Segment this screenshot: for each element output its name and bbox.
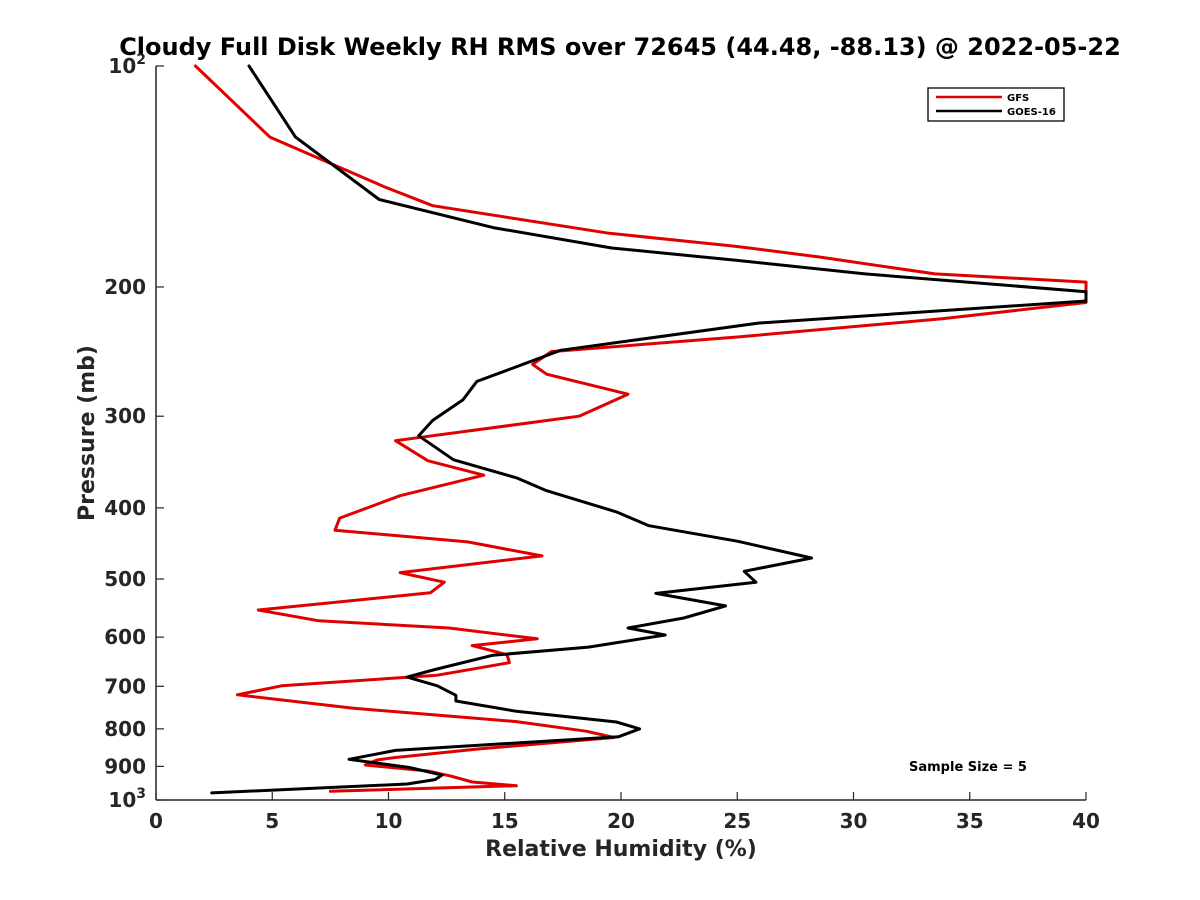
y-tick-label-4: 500: [104, 567, 146, 591]
x-tick-label-1: 5: [265, 809, 279, 833]
x-tick-label-8: 40: [1072, 809, 1100, 833]
y-tick-label-6: 700: [104, 674, 146, 698]
y-tick-label-7: 800: [104, 717, 146, 741]
y-tick-label-3: 400: [104, 496, 146, 520]
series-line-goes16: [210, 64, 1088, 795]
series-line-gfs: [194, 64, 1088, 793]
y-tick-label-9: 103: [108, 786, 146, 812]
y-tick-label-8: 900: [104, 754, 146, 778]
legend-label-goes16: GOES-16: [1007, 107, 1056, 118]
x-axis-label: Relative Humidity (%): [485, 837, 757, 862]
x-tick-label-6: 30: [840, 809, 868, 833]
x-tick-label-2: 10: [375, 809, 403, 833]
legend: GFS GOES-16: [927, 87, 1065, 122]
x-tick-label-4: 20: [607, 809, 635, 833]
sample-size-annotation: Sample Size = 5: [909, 760, 1027, 775]
y-tick-label-2: 300: [104, 404, 146, 428]
y-axis-ticks: 102 200 300 400 500 600 700 800 900 103: [104, 52, 164, 812]
legend-box: [927, 87, 1065, 122]
x-tick-label-5: 25: [723, 809, 751, 833]
y-tick-label-5: 600: [104, 625, 146, 649]
chart-title: Cloudy Full Disk Weekly RH RMS over 7264…: [119, 33, 1121, 61]
y-axis-label: Pressure (mb): [75, 345, 100, 521]
x-tick-label-7: 35: [956, 809, 984, 833]
x-axis-ticks: 0 5 10 15 20 25 30 35 40: [149, 792, 1100, 833]
y-tick-label-0: 102: [108, 52, 146, 78]
x-tick-label-0: 0: [149, 809, 163, 833]
y-tick-label-1: 200: [104, 275, 146, 299]
series-layer: [194, 64, 1088, 795]
legend-label-gfs: GFS: [1007, 93, 1029, 104]
x-tick-label-3: 15: [491, 809, 519, 833]
